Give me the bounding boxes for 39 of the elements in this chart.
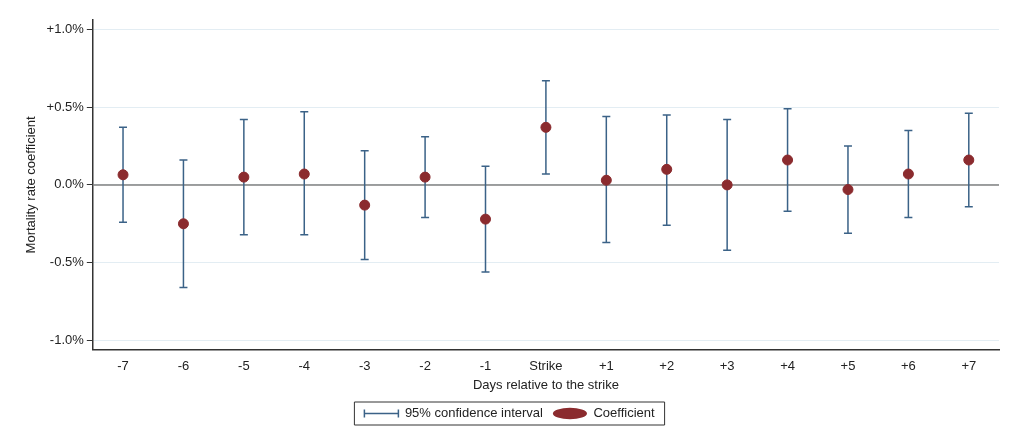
x-tick-label: -1 [479,358,492,374]
point [842,184,854,196]
x-tick-label: +3 [719,358,735,374]
y-axis-title: Mortality rate coefficient [23,116,39,254]
point [419,171,431,183]
x-tick-label: -4 [298,358,311,374]
legend-label: Coefficient [593,405,655,421]
point [540,121,552,133]
point [480,213,491,225]
text: 95% confidence interval [404,405,544,421]
x-tick-label: +2 [659,358,675,374]
point [902,168,914,180]
x-axis-title: Days relative to the strike [472,376,619,392]
x-tick-label: -5 [238,358,250,374]
point [661,163,673,175]
y-tick-label: +0.5% [46,98,85,114]
point [238,171,250,183]
point [298,168,310,180]
y-tick-label: -1.0% [49,332,85,348]
x-tick-label: +5 [840,358,856,374]
point [782,154,794,166]
x-tick-label: -2 [419,358,431,374]
point [721,179,733,191]
point [963,154,975,166]
x-tick-label: -7 [117,358,129,374]
point [359,199,371,211]
x-tick-label: +1 [598,358,614,374]
x-tick-label: +4 [780,358,795,374]
x-tick-label: +7 [961,358,977,374]
point [600,174,612,186]
y-tick-label: -0.5% [49,254,85,270]
x-tick-label: -6 [177,358,190,374]
point [117,169,129,181]
y-tick-label: 0.0% [54,176,85,192]
x-tick-label: -3 [358,358,371,374]
x-tick-label: Strike [529,358,563,374]
x-tick-label: +6 [900,358,916,374]
point [177,218,189,230]
y-tick-label: +1.0% [46,20,85,36]
